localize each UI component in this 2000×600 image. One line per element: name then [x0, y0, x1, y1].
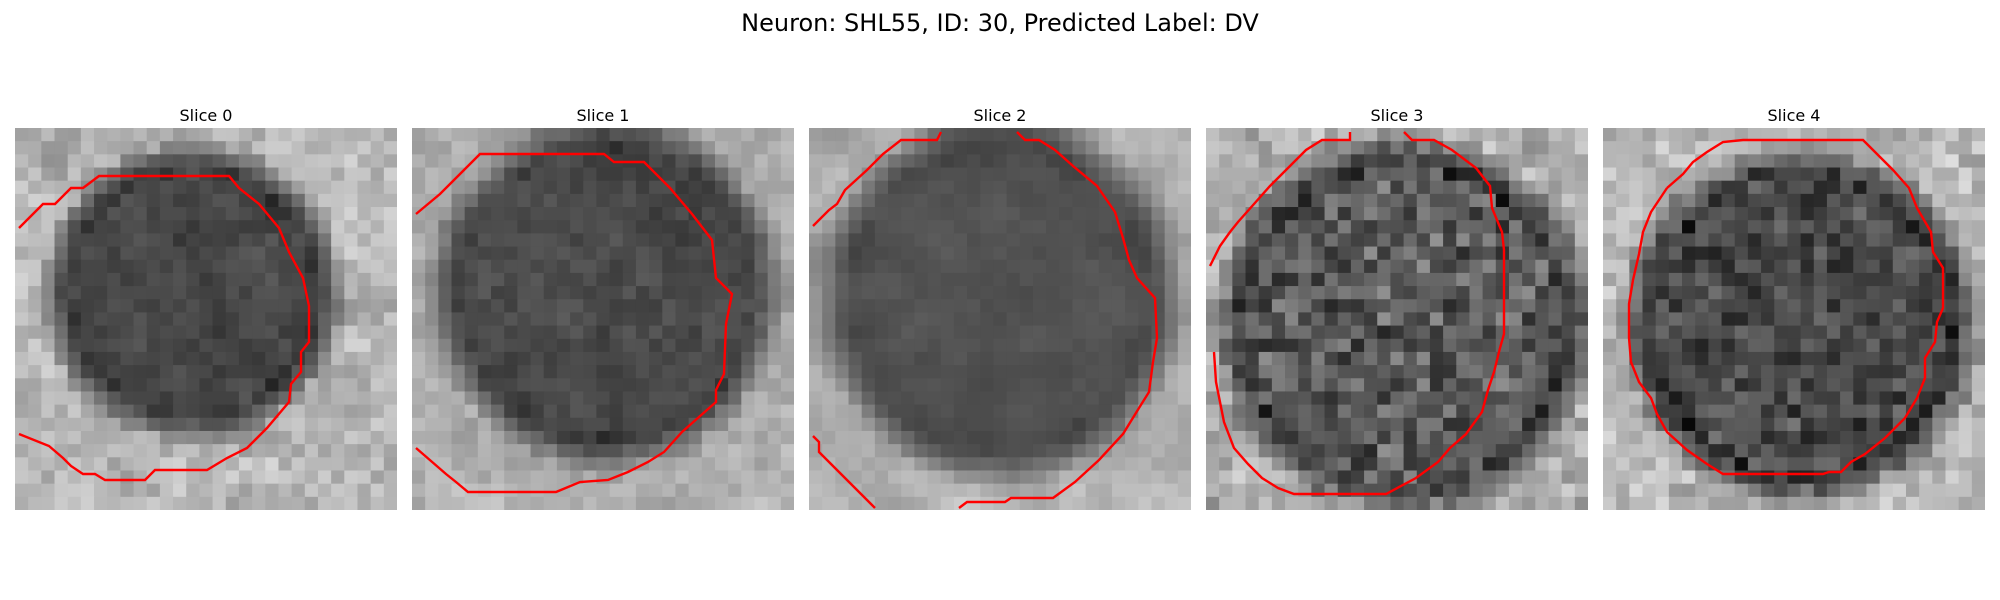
slice-panel-4: Slice 4 — [1603, 104, 1985, 510]
contour-line — [958, 131, 1159, 509]
slice-title: Slice 4 — [1767, 106, 1821, 125]
figure-title: Neuron: SHL55, ID: 30, Predicted Label: … — [741, 9, 1259, 37]
slice-title: Slice 0 — [179, 106, 233, 125]
contour-line — [1212, 131, 1506, 496]
slice-panel-2: Slice 2 — [809, 104, 1191, 510]
contour-line — [812, 435, 876, 509]
slice-title: Slice 1 — [576, 106, 630, 125]
slice-title: Slice 3 — [1370, 106, 1424, 125]
slice-panel-3: Slice 3 — [1206, 104, 1588, 510]
slice-image — [15, 128, 397, 510]
slice-panel-0: Slice 0 — [15, 104, 397, 510]
slice-panel-1: Slice 1 — [412, 104, 794, 510]
contour-line — [415, 152, 734, 494]
slice-image — [1206, 128, 1588, 510]
slice-image — [809, 128, 1191, 510]
contour-line — [1627, 138, 1945, 476]
slice-title: Slice 2 — [973, 106, 1027, 125]
contour-line — [812, 131, 943, 227]
contour-line — [1208, 132, 1352, 267]
slice-image — [412, 128, 794, 510]
contour-line — [18, 174, 311, 482]
slice-image — [1603, 128, 1985, 510]
